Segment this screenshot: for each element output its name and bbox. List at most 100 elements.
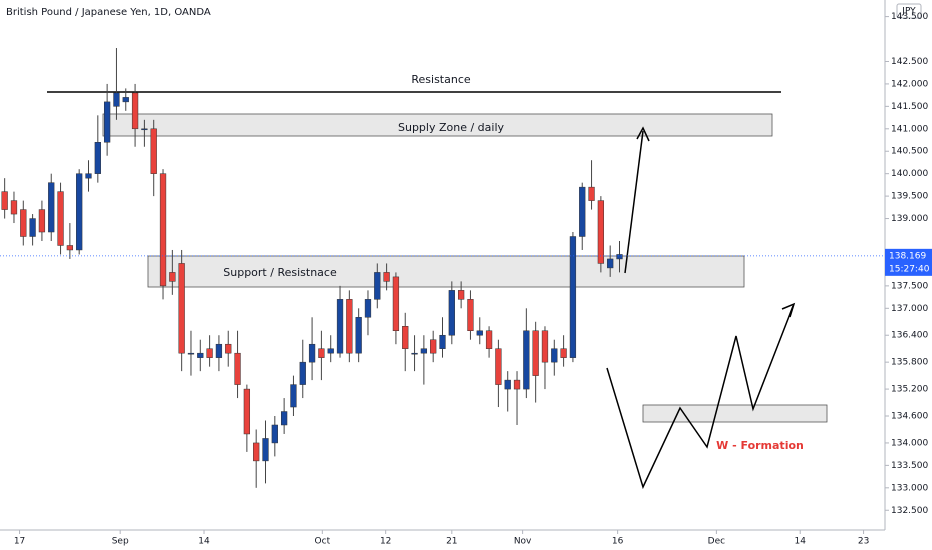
x-tick-label: 12 xyxy=(380,537,391,547)
candle-body xyxy=(504,379,511,390)
candles xyxy=(1,48,623,488)
y-tick-label: 133.500 xyxy=(891,461,928,471)
candle-body xyxy=(448,290,455,336)
candle-body xyxy=(485,330,493,349)
annotation: Support / Resistnace xyxy=(223,266,337,279)
countdown: 15:27:40 xyxy=(889,264,930,274)
candle-body xyxy=(66,245,74,251)
candle-body xyxy=(113,92,120,107)
candle-body xyxy=(197,352,204,358)
candle-body xyxy=(467,299,474,331)
support-zone-box xyxy=(147,255,745,288)
candle-body xyxy=(178,263,185,354)
last-price-box xyxy=(885,248,932,276)
candle-body xyxy=(271,424,278,444)
y-tick-label: 140.000 xyxy=(891,169,928,179)
candle-body xyxy=(122,97,129,103)
y-tick-label: 139.500 xyxy=(891,192,928,202)
candle-body xyxy=(225,343,232,354)
y-tick-label: 134.600 xyxy=(891,412,928,422)
candle-body xyxy=(532,330,539,376)
x-tick-label: Oct xyxy=(315,537,331,547)
candle-body xyxy=(420,348,428,354)
candle-body xyxy=(141,128,148,131)
candle-body xyxy=(560,348,567,358)
candle-body xyxy=(476,330,483,336)
candle-body xyxy=(20,209,27,237)
x-tick-label: Dec xyxy=(708,537,725,547)
w-zone-box xyxy=(642,404,828,423)
candle-body xyxy=(439,334,446,349)
candle-body xyxy=(374,272,381,300)
candle-body xyxy=(392,276,400,331)
y-tick-label: 143.500 xyxy=(891,12,928,22)
candle-body xyxy=(327,348,334,354)
candle-body xyxy=(607,258,614,269)
candle-body xyxy=(243,388,251,435)
candle-body xyxy=(579,186,586,237)
y-tick-label: 139.000 xyxy=(891,214,928,224)
candle-body xyxy=(94,142,101,174)
y-tick-label: 136.400 xyxy=(891,331,928,341)
candle-body xyxy=(364,299,372,318)
candle-body xyxy=(187,352,195,355)
x-tick-label: 14 xyxy=(794,537,806,547)
chart-title: British Pound / Japanese Yen, 1D, OANDA xyxy=(6,7,211,18)
candle-body xyxy=(569,236,577,358)
candle-body xyxy=(588,186,595,201)
candle-body xyxy=(85,173,92,179)
last-price-label: 138.169 xyxy=(889,251,926,261)
arrow-up xyxy=(624,130,644,274)
candle-body xyxy=(299,361,306,385)
candle-body xyxy=(150,128,157,174)
annotation: Supply Zone / daily xyxy=(398,121,505,134)
candle-body xyxy=(308,343,316,363)
candle-body xyxy=(215,343,223,358)
y-tick-label: 134.000 xyxy=(891,438,928,448)
annotation: W - Formation xyxy=(716,439,804,452)
candle-body xyxy=(430,339,437,354)
arrow-head xyxy=(781,302,796,318)
candle-body xyxy=(457,290,465,300)
candle-body xyxy=(206,348,213,358)
candle-body xyxy=(76,173,83,251)
y-tick-label: 142.500 xyxy=(891,57,928,67)
candle-body xyxy=(383,272,390,282)
candle-body xyxy=(280,411,288,426)
candle-body xyxy=(541,330,549,363)
candle-body xyxy=(29,218,36,237)
arrow-head xyxy=(636,126,650,142)
supply-zone-box xyxy=(102,113,773,137)
candle-body xyxy=(513,379,521,390)
candle-body xyxy=(234,352,241,385)
y-tick-label: 133.000 xyxy=(891,483,928,493)
y-tick-label: 132.500 xyxy=(891,506,928,516)
y-tick-label: 141.500 xyxy=(891,102,928,112)
candle-body xyxy=(48,182,55,233)
candle-body xyxy=(551,348,558,363)
w-formation-path xyxy=(606,305,794,490)
y-tick-label: 140.500 xyxy=(891,147,928,157)
drawings-top: Resistance Supply Zone / daily Support /… xyxy=(223,73,804,490)
candle-body xyxy=(38,209,46,233)
y-tick-label: 142.000 xyxy=(891,79,928,89)
candle-body xyxy=(402,326,409,349)
x-tick-label: 21 xyxy=(446,537,457,547)
candle-body xyxy=(10,200,18,215)
x-tick-label: Nov xyxy=(514,537,532,547)
x-tick-label: 16 xyxy=(612,537,624,547)
y-tick-label: 135.200 xyxy=(891,385,928,395)
candle-body xyxy=(57,191,64,246)
candle-body xyxy=(1,191,8,210)
currency: JPY xyxy=(901,7,916,17)
y-tick-label: 135.800 xyxy=(891,358,928,368)
candle-body xyxy=(355,317,362,354)
currency-box xyxy=(896,3,922,19)
candle-body xyxy=(597,200,605,264)
annotation: Resistance xyxy=(411,73,471,86)
x-tick-label: 23 xyxy=(858,537,869,547)
y-tick-label: 137.000 xyxy=(891,304,928,314)
candle-body xyxy=(290,384,297,408)
candle-body xyxy=(131,92,139,130)
